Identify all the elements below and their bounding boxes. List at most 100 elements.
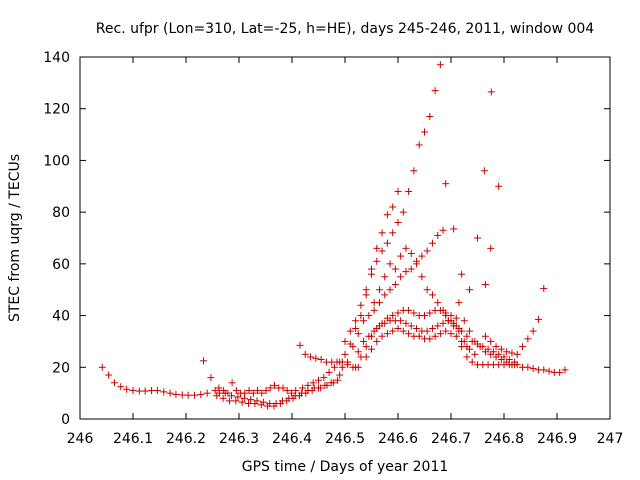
data-point: [481, 281, 489, 289]
data-point: [421, 312, 428, 320]
data-point: [373, 337, 381, 345]
data-point: [413, 325, 421, 332]
data-point: [492, 343, 500, 351]
data-point: [287, 389, 295, 397]
data-point: [232, 397, 240, 405]
data-point: [447, 330, 455, 338]
data-point: [481, 332, 489, 340]
data-point: [307, 353, 315, 361]
data-point: [378, 332, 386, 340]
data-point: [238, 398, 246, 406]
x-tick-label: 246: [67, 431, 94, 447]
data-point: [442, 312, 450, 320]
data-point: [505, 356, 513, 364]
y-tick-label: 140: [43, 50, 70, 66]
data-point: [439, 226, 447, 234]
data-point: [487, 337, 495, 345]
data-point: [471, 350, 479, 358]
data-point: [415, 332, 423, 340]
data-point: [386, 260, 394, 268]
data-point: [529, 365, 537, 373]
data-point: [375, 286, 383, 294]
data-point: [479, 343, 487, 351]
data-point: [317, 356, 325, 364]
data-point: [378, 247, 386, 255]
data-point: [352, 325, 360, 332]
data-point: [418, 252, 426, 260]
data-point: [247, 396, 255, 404]
data-point: [389, 203, 397, 211]
data-point: [317, 384, 325, 392]
data-point: [463, 353, 471, 361]
data-point: [341, 337, 349, 345]
data-point: [407, 250, 415, 258]
data-point: [410, 167, 418, 175]
data-point: [211, 387, 219, 395]
data-point: [312, 354, 320, 362]
data-point: [241, 389, 249, 397]
data-point: [561, 366, 569, 374]
data-point: [434, 231, 442, 239]
data-point: [455, 299, 463, 307]
data-point: [452, 314, 460, 322]
data-point: [272, 399, 280, 407]
data-point: [370, 327, 378, 335]
x-tick-label: 246.9: [537, 431, 577, 447]
data-point: [460, 337, 468, 345]
data-point: [452, 332, 460, 340]
data-point: [357, 301, 365, 309]
data-point: [513, 350, 521, 358]
data-point: [360, 337, 368, 345]
data-point: [407, 265, 415, 273]
data-point: [368, 270, 375, 278]
data-point: [524, 335, 532, 343]
data-point: [423, 286, 431, 294]
data-point: [309, 379, 317, 387]
data-point: [458, 343, 466, 351]
data-point: [434, 299, 442, 307]
data-point: [232, 387, 240, 395]
data-point: [397, 252, 405, 260]
x-tick-label: 246.7: [431, 431, 471, 447]
data-point: [323, 381, 331, 389]
data-point: [466, 327, 474, 335]
axis-ticks: 246 246.1 246.2 246.3 246.4 246.5 246.6 246.7 24…: [43, 50, 623, 447]
x-tick-label: 246.2: [166, 431, 206, 447]
data-point: [508, 349, 516, 357]
data-point: [407, 322, 415, 330]
y-axis-label-group: STEC from uqrg / TECUs: [7, 154, 23, 322]
x-tick-label: 246.5: [325, 431, 365, 447]
data-point: [434, 322, 442, 330]
data-point: [378, 229, 386, 237]
data-point: [221, 389, 229, 397]
data-point: [500, 353, 508, 361]
data-point: [391, 265, 399, 273]
data-point: [415, 141, 423, 149]
data-point: [468, 337, 476, 345]
data-point: [436, 61, 444, 69]
data-point: [402, 319, 410, 327]
data-point: [197, 390, 205, 398]
data-point: [397, 317, 405, 325]
data-point: [373, 257, 381, 265]
data-point: [394, 325, 402, 332]
data-point: [285, 394, 293, 402]
data-point: [402, 268, 410, 276]
data-point: [329, 379, 337, 387]
data-point: [405, 306, 413, 314]
data-point: [141, 387, 149, 395]
data-point: [346, 327, 354, 335]
data-point: [330, 363, 338, 371]
data-point: [352, 317, 360, 325]
data-point: [336, 358, 344, 366]
data-point: [466, 345, 474, 353]
y-tick-label: 0: [61, 412, 70, 428]
data-point: [320, 374, 328, 382]
data-point: [299, 384, 307, 392]
data-point: [166, 389, 174, 397]
data-point: [418, 273, 426, 281]
y-tick-label: 100: [43, 153, 70, 169]
data-point: [468, 358, 476, 366]
data-point: [428, 291, 436, 299]
